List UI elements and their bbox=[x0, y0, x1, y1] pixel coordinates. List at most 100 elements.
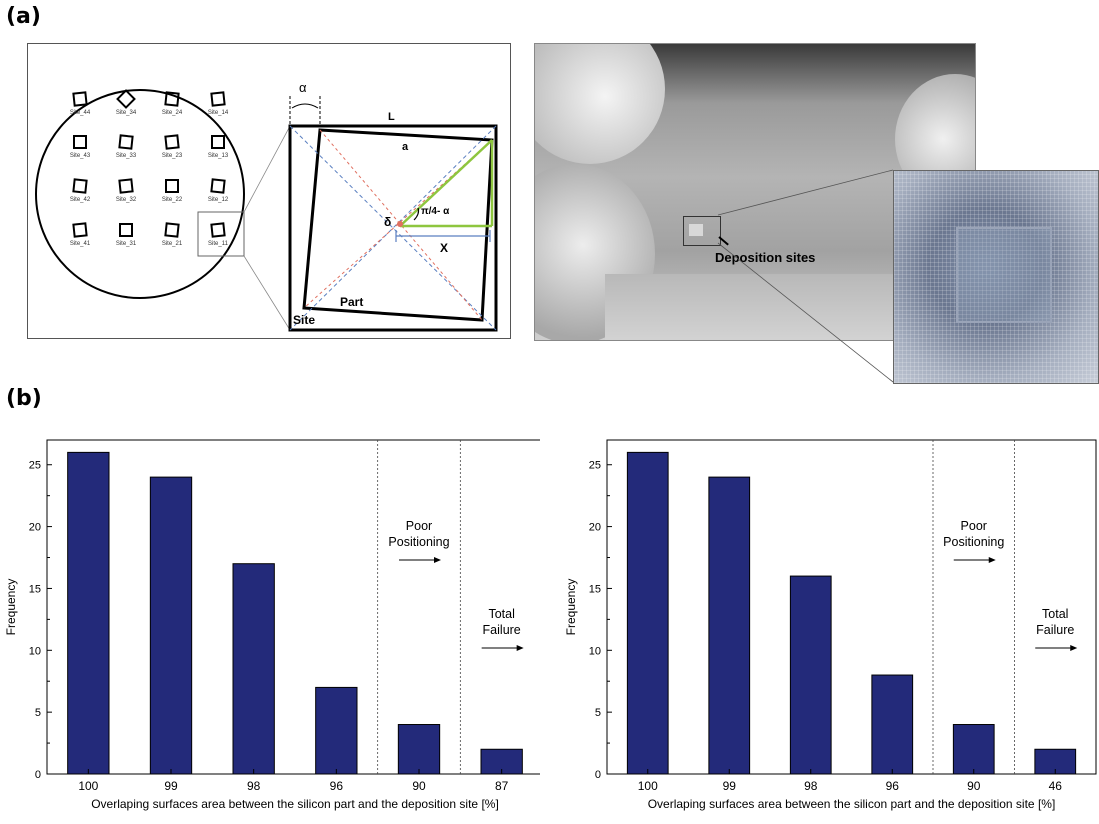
zoom-line-top bbox=[243, 125, 291, 213]
x-tick-label: 100 bbox=[78, 779, 98, 793]
wafer-site-marker bbox=[211, 135, 225, 149]
annotation-arrowhead bbox=[434, 557, 441, 563]
label-L: L bbox=[388, 111, 395, 123]
label-delta: δ bbox=[384, 215, 391, 229]
inset-micrograph bbox=[893, 170, 1099, 384]
y-tick-label: 25 bbox=[29, 460, 41, 472]
annotation-text: Positioning bbox=[388, 535, 449, 549]
annotation-arrowhead bbox=[988, 557, 996, 563]
wafer-site-label: Site_12 bbox=[208, 197, 229, 203]
wafer-site-marker bbox=[164, 134, 180, 150]
inset-connector-top bbox=[717, 169, 894, 216]
bar bbox=[708, 476, 751, 775]
y-tick-label: 10 bbox=[29, 645, 41, 657]
wafer-site-marker bbox=[72, 91, 88, 107]
wafer-site-marker bbox=[164, 91, 180, 107]
y-tick-label: 15 bbox=[589, 583, 601, 595]
y-tick-label: 0 bbox=[35, 769, 41, 781]
bar bbox=[397, 724, 441, 775]
green-hypotenuse bbox=[399, 139, 493, 227]
wafer-site-marker bbox=[118, 178, 134, 194]
annotation-text: Poor bbox=[406, 519, 432, 533]
plot-frame bbox=[46, 439, 540, 775]
bar bbox=[149, 476, 193, 775]
x-tick-label: 87 bbox=[495, 779, 509, 793]
y-tick-label: 20 bbox=[589, 522, 601, 534]
annotation-text: Total bbox=[1042, 607, 1068, 621]
wafer-site-label: Site_23 bbox=[162, 153, 183, 159]
wafer-site-marker bbox=[165, 179, 179, 193]
x-tick-label: 90 bbox=[967, 779, 981, 793]
plot-frame bbox=[606, 439, 1097, 775]
wafer-site-label: Site_34 bbox=[116, 110, 137, 116]
wafer-site-label: Site_14 bbox=[208, 110, 229, 116]
inset-connector-bottom bbox=[717, 242, 894, 383]
wafer-sites: Site_44 Site_34 Site_24 Site_14 Site_43 Site_… bbox=[70, 89, 229, 247]
wafer-site-label: Site_13 bbox=[208, 153, 229, 159]
wafer-site-label: Site_41 bbox=[70, 241, 91, 247]
y-tick-label: 0 bbox=[595, 769, 601, 781]
deposition-site-spot bbox=[689, 224, 703, 236]
label-X: X bbox=[440, 241, 448, 255]
wafer-site-label: Site_33 bbox=[116, 153, 137, 159]
x-tick-label: 98 bbox=[247, 779, 261, 793]
bar bbox=[789, 575, 832, 775]
zoom-line-bottom bbox=[243, 255, 291, 331]
x-axis-label: Overlaping surfaces area between the sil… bbox=[648, 797, 1056, 811]
mesh-pattern bbox=[894, 171, 1098, 383]
wafer-site-label: Site_44 bbox=[70, 110, 91, 116]
wafer-site-label: Site_31 bbox=[116, 241, 137, 247]
y-tick-label: 15 bbox=[29, 583, 41, 595]
label-part: Part bbox=[340, 295, 363, 309]
wafer-site-label: Site_32 bbox=[116, 197, 137, 203]
annotation-arrowhead bbox=[1070, 645, 1078, 651]
bar bbox=[67, 451, 110, 775]
site-diagonal-2 bbox=[289, 125, 497, 331]
wafer-site-marker bbox=[210, 222, 226, 238]
annotation-text: Total bbox=[488, 607, 514, 621]
panel-label-a: (a) bbox=[6, 4, 41, 29]
wafer-site-marker bbox=[118, 134, 134, 150]
wafer-edge bbox=[605, 274, 935, 340]
photo-callout: Deposition sites bbox=[715, 250, 816, 265]
wafer-site-label: Site_11 bbox=[208, 241, 229, 247]
label-a: a bbox=[402, 141, 409, 153]
wafer-site-marker bbox=[72, 178, 88, 194]
x-tick-label: 100 bbox=[638, 779, 658, 793]
annotation-text: Failure bbox=[483, 623, 521, 637]
part-square bbox=[302, 128, 494, 322]
wafer-outline bbox=[35, 89, 245, 299]
x-tick-label: 96 bbox=[330, 779, 344, 793]
label-angle: π/4- α bbox=[421, 206, 450, 217]
x-tick-label: 90 bbox=[412, 779, 426, 793]
annotation-text: Poor bbox=[961, 519, 987, 533]
angle-arc bbox=[413, 207, 420, 221]
schematic-svg: Site_44 Site_34 Site_24 Site_14 Site_43 Site_… bbox=[35, 80, 498, 332]
zoom-box bbox=[197, 211, 245, 257]
annotation-text: Failure bbox=[1036, 623, 1074, 637]
panel-label-b: (b) bbox=[6, 386, 42, 411]
bar bbox=[315, 686, 358, 775]
y-tick-label: 10 bbox=[589, 645, 601, 657]
wafer-site-marker bbox=[73, 135, 87, 149]
y-tick-label: 20 bbox=[29, 522, 41, 534]
site-square bbox=[288, 124, 498, 332]
label-site: Site bbox=[293, 313, 315, 327]
schematic-panel: Site_44 Site_34 Site_24 Site_14 Site_43 Site_… bbox=[27, 43, 511, 339]
photo-zoom-box bbox=[683, 216, 721, 246]
wafer-site-label: Site_22 bbox=[162, 197, 183, 203]
x-axis-label: Overlaping surfaces area between the sil… bbox=[91, 797, 499, 811]
x-tick-label: 99 bbox=[723, 779, 737, 793]
y-tick-label: 5 bbox=[35, 707, 41, 719]
bar bbox=[871, 674, 914, 775]
inset-part bbox=[956, 227, 1052, 323]
annotation-arrowhead bbox=[516, 645, 524, 651]
wafer-site-marker bbox=[72, 222, 88, 238]
bar bbox=[232, 563, 275, 775]
x-tick-label: 96 bbox=[886, 779, 900, 793]
wafer-site-label: Site_43 bbox=[70, 153, 91, 159]
x-tick-label: 98 bbox=[804, 779, 818, 793]
y-tick-label: 5 bbox=[595, 707, 601, 719]
wafer-site-label: Site_21 bbox=[162, 241, 183, 247]
bar bbox=[952, 724, 995, 775]
